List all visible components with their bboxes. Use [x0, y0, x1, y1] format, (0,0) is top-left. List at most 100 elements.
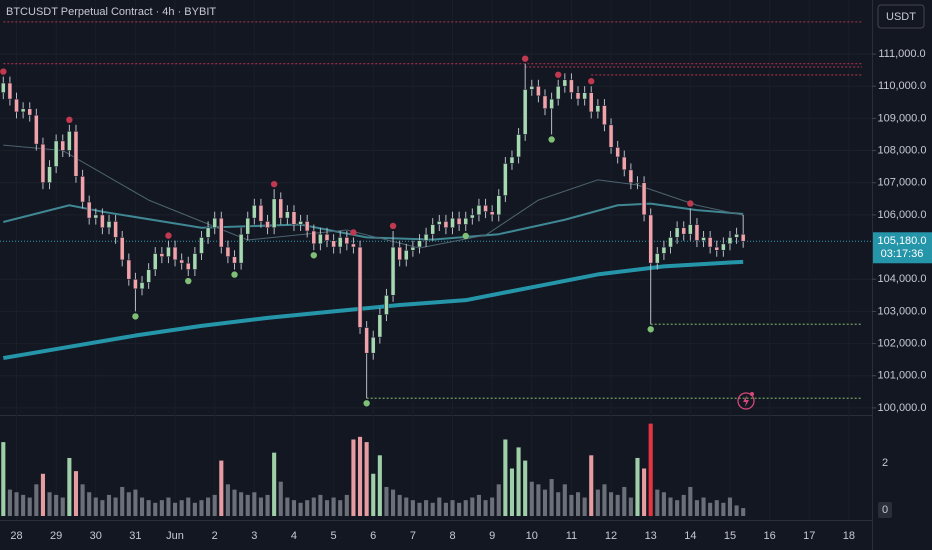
volume-bar — [54, 494, 59, 516]
volume-bar — [159, 500, 164, 516]
candle-body — [370, 336, 376, 354]
candle-body — [278, 198, 284, 219]
volume-bar — [476, 494, 481, 516]
volume-bar — [721, 502, 726, 516]
volume-bar — [694, 500, 699, 516]
candles — [0, 63, 746, 399]
volume-bar — [397, 494, 402, 516]
volume-bar — [681, 494, 686, 516]
volume-bar — [324, 500, 330, 516]
volume-bar — [7, 489, 12, 516]
candle-body — [304, 221, 310, 232]
candle-body — [331, 240, 336, 248]
candle-body — [654, 253, 660, 264]
candle-body — [569, 79, 574, 93]
volume-bar — [139, 497, 145, 516]
y-tick-label: 108,000.0 — [878, 144, 927, 156]
currency-label[interactable]: USDT — [886, 11, 916, 23]
pivot-low — [231, 271, 238, 278]
pivot-high — [0, 68, 7, 75]
pivot-high — [555, 71, 562, 78]
candle-body — [364, 327, 369, 354]
candle-body — [648, 214, 654, 264]
volume-bar — [371, 473, 376, 516]
grid — [0, 0, 872, 520]
candle-body — [641, 182, 647, 216]
candle-body — [734, 233, 739, 238]
volume-bar — [556, 492, 561, 516]
candle-body — [265, 221, 270, 229]
pivot-low — [185, 277, 192, 285]
candle-body — [192, 253, 198, 270]
volume-bar — [516, 447, 521, 516]
axes: 111,000.0 110,000.0 109,000.0 108,000.0 107,… — [10, 48, 932, 542]
x-tick-label: 15 — [724, 530, 736, 542]
volume-bar — [305, 500, 310, 516]
candle-body — [588, 92, 594, 113]
pivot-high — [389, 222, 397, 230]
candle-body — [73, 130, 79, 177]
volume-bar — [166, 497, 171, 516]
volume-bar — [285, 497, 290, 516]
candle-body — [443, 221, 449, 229]
currency-button[interactable] — [877, 4, 925, 29]
candle-body — [27, 108, 33, 116]
volume-bar — [291, 500, 297, 516]
volume-bar — [589, 455, 594, 516]
candle-body — [119, 237, 125, 261]
candle-body — [668, 237, 673, 248]
volume-bar — [595, 489, 600, 516]
alert-dot — [750, 392, 754, 396]
candle-body — [285, 211, 290, 219]
x-tick-label: 14 — [684, 530, 696, 542]
volume-bar — [245, 494, 250, 516]
volume-bar — [582, 497, 587, 516]
candle-body — [318, 233, 323, 245]
last-price-tag — [873, 232, 932, 264]
pivot-low — [462, 232, 469, 240]
x-tick-label: 2 — [212, 530, 218, 542]
volume-bar — [384, 486, 389, 516]
volume-bar — [206, 497, 211, 516]
volume-bar — [404, 497, 409, 516]
candle-body — [60, 140, 66, 151]
candle-body — [80, 175, 85, 203]
x-tick-label: 9 — [489, 530, 495, 542]
volume-bar — [536, 484, 541, 516]
candle-body — [714, 246, 720, 251]
volume-bar — [470, 497, 475, 516]
candle-body — [430, 224, 436, 235]
candle-body — [337, 237, 343, 248]
volume-bar — [272, 452, 277, 516]
x-tick-label: 8 — [449, 530, 455, 542]
volume-bar — [542, 489, 548, 516]
candle-body — [740, 233, 746, 242]
candle-body — [351, 243, 356, 248]
alert-icon[interactable] — [737, 392, 755, 410]
candle-body — [53, 140, 59, 167]
pivot-low — [132, 313, 139, 320]
volume-bar — [192, 502, 197, 516]
y-tick-label: 107,000.0 — [878, 177, 927, 189]
countdown-label: 03:17:36 — [881, 248, 924, 260]
candle-body — [555, 85, 561, 100]
volume-bar — [417, 502, 422, 516]
candle-body — [390, 246, 396, 296]
candle-body — [139, 282, 145, 290]
candle-body — [423, 233, 429, 241]
candle-body — [291, 211, 297, 225]
volume-bar — [265, 494, 270, 516]
candle-body — [245, 217, 251, 235]
volume-bar — [509, 468, 515, 516]
candle-body — [152, 253, 158, 270]
volume-bar — [34, 484, 39, 516]
candle-body — [384, 295, 389, 315]
candle-body — [33, 114, 39, 145]
candle-body — [113, 221, 118, 238]
candle-body — [635, 182, 640, 185]
candle-body — [67, 130, 72, 151]
levels — [0, 21, 872, 399]
candle-body — [503, 163, 508, 196]
candle-body — [185, 262, 191, 270]
volume-bar — [120, 486, 125, 516]
